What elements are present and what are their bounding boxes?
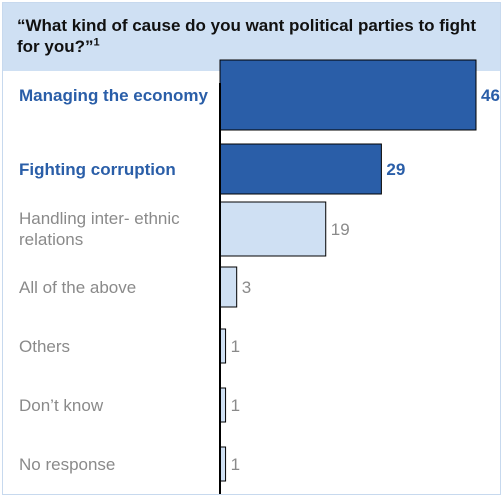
bar-0 <box>219 59 477 131</box>
category-label-5: Don’t know <box>19 395 104 415</box>
category-label-0: Managing the economy <box>19 85 208 105</box>
bar-value-label-4: 1 <box>231 337 240 356</box>
title-footnote-marker: 1 <box>93 36 100 49</box>
bar-value-label-5: 1 <box>231 396 240 415</box>
bar-chart: 46 29 19 3 1 1 1 <box>219 59 500 494</box>
bar-value-label-3: 3 <box>242 278 251 297</box>
category-label-1: Fighting corruption <box>19 159 176 179</box>
bar-value-label-1: 29 <box>386 160 405 179</box>
category-label-6: No response <box>19 454 116 474</box>
bar-1 <box>219 143 382 195</box>
bar-3 <box>219 266 238 308</box>
chart-title-text: “What kind of cause do you want politica… <box>17 16 477 56</box>
category-label-3: All of the above <box>19 277 137 297</box>
category-label-4: Others <box>19 336 71 356</box>
bar-value-label-2: 19 <box>331 220 350 239</box>
category-label-2: Handling inter- ethnic relations <box>19 209 180 249</box>
chart-title: “What kind of cause do you want politica… <box>17 15 487 57</box>
bar-value-label-6: 1 <box>231 455 240 474</box>
bar-2 <box>219 201 327 257</box>
bar-value-label-0: 46 <box>481 86 500 105</box>
